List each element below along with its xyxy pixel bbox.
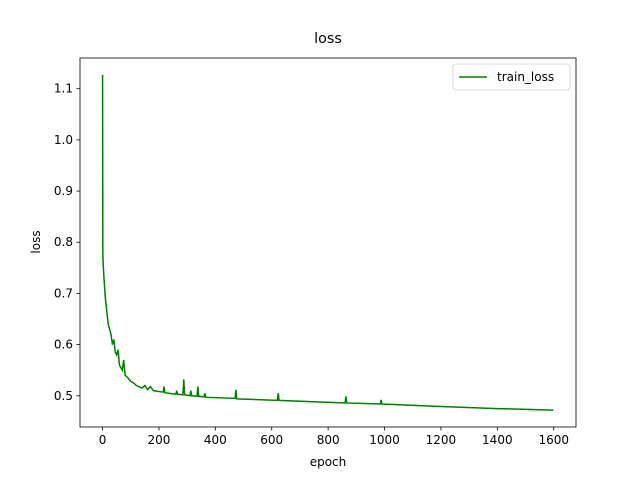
x-tick-label: 1400 [482, 433, 513, 447]
x-tick-label: 1600 [538, 433, 569, 447]
legend-label: train_loss [497, 70, 554, 84]
line-series [101, 74, 554, 411]
x-tick-label: 400 [204, 433, 227, 447]
x-tick-label: 200 [148, 433, 171, 447]
y-tick-label: 0.8 [54, 235, 73, 249]
x-axis-label: epoch [310, 455, 347, 469]
y-tick-label: 1.1 [54, 82, 73, 96]
y-tick-label: 0.7 [54, 286, 73, 300]
x-tick-label: 0 [99, 433, 107, 447]
y-tick-label: 0.6 [54, 338, 73, 352]
plot-frame [79, 57, 577, 428]
chart-title: loss [314, 31, 342, 47]
x-tick-label: 1000 [369, 433, 400, 447]
y-tick-label: 0.9 [54, 184, 73, 198]
y-tick-label: 0.5 [54, 389, 73, 403]
y-tick-label: 1.0 [54, 133, 73, 147]
x-tick-label: 1200 [426, 433, 457, 447]
x-tick-label: 600 [260, 433, 283, 447]
y-axis-label: loss [29, 230, 43, 253]
x-tick-label: 800 [317, 433, 340, 447]
legend-box [452, 63, 571, 91]
